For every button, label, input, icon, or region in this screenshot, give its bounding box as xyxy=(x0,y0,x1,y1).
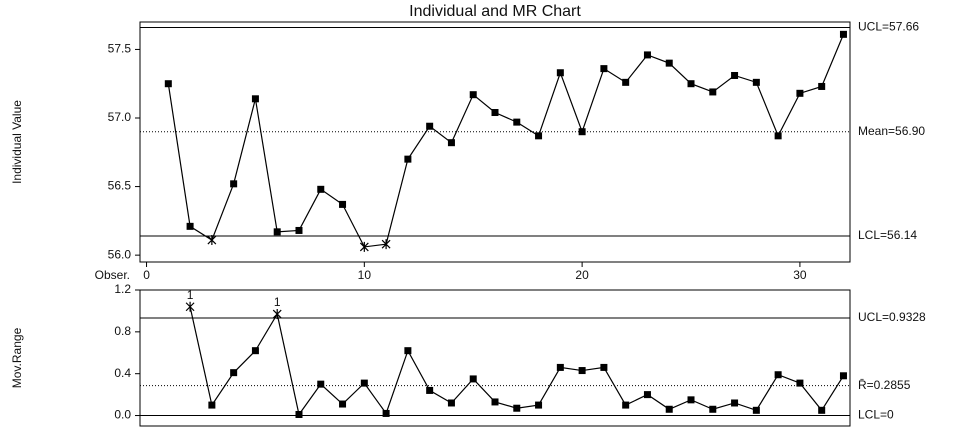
data-point xyxy=(404,155,412,163)
data-point xyxy=(535,401,543,409)
data-point xyxy=(251,347,259,355)
data-point xyxy=(796,379,804,387)
out-of-control-point xyxy=(185,301,195,312)
data-point xyxy=(665,59,673,67)
data-point xyxy=(317,185,325,193)
data-point xyxy=(556,69,564,77)
data-point xyxy=(643,51,651,59)
data-point xyxy=(556,363,564,371)
control-limit-label: UCL=0.9328 xyxy=(858,310,926,324)
out-of-control-point xyxy=(207,235,217,246)
data-point xyxy=(818,82,826,90)
data-point xyxy=(578,128,586,136)
y-axis-title: Mov.Range xyxy=(10,327,24,388)
data-point xyxy=(839,372,847,380)
data-point xyxy=(491,109,499,117)
series-line xyxy=(167,34,845,248)
data-point xyxy=(447,139,455,147)
control-limit-label: Mean=56.90 xyxy=(858,124,925,138)
y-axis-title: Individual Value xyxy=(10,100,24,184)
x-tick-label: 30 xyxy=(793,268,807,282)
y-tick-label: 0.4 xyxy=(114,366,131,380)
plot-frame xyxy=(139,289,851,427)
data-point xyxy=(208,401,216,409)
data-point xyxy=(731,399,739,407)
data-point xyxy=(796,89,804,97)
data-point xyxy=(731,71,739,79)
data-point xyxy=(709,88,717,96)
data-point xyxy=(839,30,847,38)
data-point xyxy=(339,200,347,208)
out-of-control-point xyxy=(272,309,282,320)
data-point xyxy=(818,406,826,414)
plot-frame xyxy=(139,21,851,263)
data-point xyxy=(687,80,695,88)
y-tick-label: 57.0 xyxy=(108,110,132,124)
data-point xyxy=(600,363,608,371)
data-point xyxy=(491,398,499,406)
y-tick-label: 0.8 xyxy=(114,324,131,338)
y-tick-label: 56.5 xyxy=(108,179,132,193)
data-point xyxy=(426,386,434,394)
data-point xyxy=(535,132,543,140)
x-tick-label: 20 xyxy=(575,268,589,282)
data-point xyxy=(774,132,782,140)
x-axis-title: Obser. xyxy=(95,268,130,282)
control-limit-label: LCL=0 xyxy=(858,408,894,422)
data-point xyxy=(752,406,760,414)
data-point xyxy=(295,226,303,234)
data-point xyxy=(404,347,412,355)
data-point xyxy=(578,367,586,375)
out-of-control-point xyxy=(381,239,391,250)
out-of-control-flag: 1 xyxy=(274,295,281,309)
data-point xyxy=(513,118,521,126)
out-of-control-flag: 1 xyxy=(187,288,194,302)
data-point xyxy=(752,78,760,86)
data-point xyxy=(426,122,434,130)
control-limit-label: UCL=57.66 xyxy=(858,20,919,34)
y-tick-label: 57.5 xyxy=(108,42,132,56)
data-point xyxy=(469,375,477,383)
data-point xyxy=(230,180,238,188)
control-limit-label: R̄=0.2855 xyxy=(858,378,911,392)
data-point xyxy=(339,400,347,408)
data-point xyxy=(774,371,782,379)
control-limit-label: LCL=56.14 xyxy=(858,228,917,242)
data-point xyxy=(382,409,390,417)
data-point xyxy=(273,228,281,236)
data-point xyxy=(643,391,651,399)
data-point xyxy=(186,222,194,230)
data-point xyxy=(164,80,172,88)
data-point xyxy=(230,369,238,377)
x-tick-label: 0 xyxy=(143,268,150,282)
chart-title: Individual and MR Chart xyxy=(409,3,581,20)
data-point xyxy=(600,65,608,73)
data-point xyxy=(513,404,521,412)
y-tick-label: 0.0 xyxy=(114,408,131,422)
x-tick-label: 10 xyxy=(358,268,372,282)
data-point xyxy=(622,78,630,86)
data-point xyxy=(709,405,717,413)
data-point xyxy=(687,396,695,404)
data-point xyxy=(317,380,325,388)
data-point xyxy=(447,399,455,407)
data-point xyxy=(251,95,259,103)
data-point xyxy=(295,410,303,418)
data-point xyxy=(360,379,368,387)
y-tick-label: 1.2 xyxy=(114,282,131,296)
series-line xyxy=(189,306,844,416)
out-of-control-point xyxy=(359,241,369,252)
data-point xyxy=(665,405,673,413)
data-point xyxy=(469,91,477,99)
data-point xyxy=(622,401,630,409)
y-tick-label: 56.0 xyxy=(108,247,132,261)
